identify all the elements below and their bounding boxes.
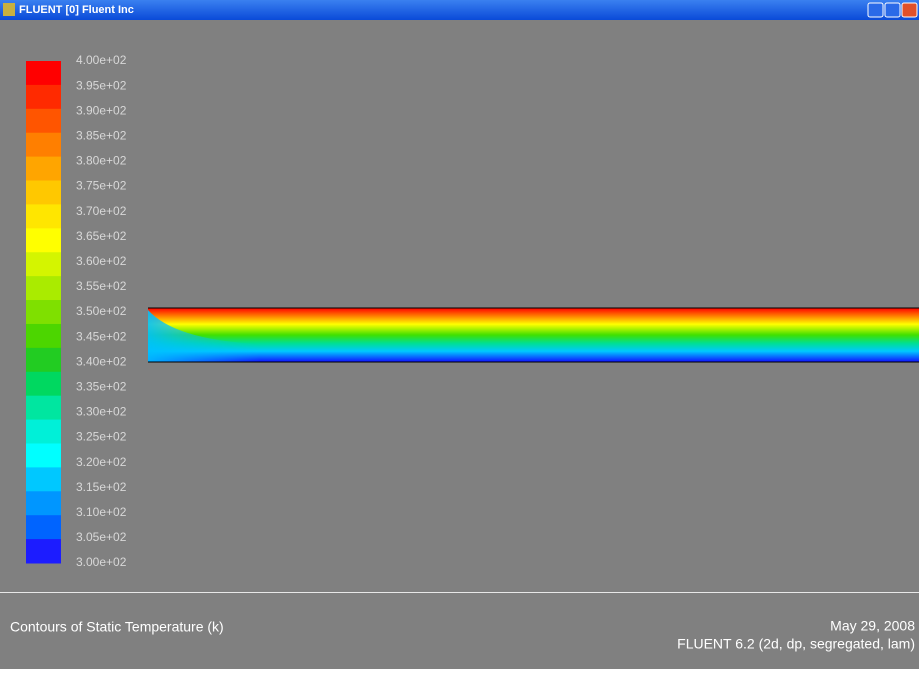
caption: Contours of Static Temperature (k) [10, 619, 224, 635]
colorbar-label: 3.00e+02 [76, 555, 127, 569]
colorbar-label: 3.15e+02 [76, 480, 127, 494]
colorbar-label: 3.85e+02 [76, 128, 127, 142]
colorbar-swatch [26, 61, 61, 85]
colorbar-swatch [26, 204, 61, 228]
colorbar-swatch [26, 515, 61, 539]
colorbar-swatch [26, 109, 61, 133]
colorbar-label: 3.40e+02 [76, 354, 127, 368]
window-title: FLUENT [0] Fluent Inc [19, 4, 134, 16]
colorbar: 4.00e+02 3.95e+02 3.90e+02 3.85e+02 3.80e+02… [26, 53, 127, 569]
colorbar-label: 3.60e+02 [76, 254, 127, 268]
window: FLUENT [0] Fluent Inc 4.00e+02 3.95e+02 3.… [0, 0, 919, 669]
colorbar-label: 3.55e+02 [76, 279, 127, 293]
colorbar-swatch [26, 133, 61, 157]
colorbar-label: 4.00e+02 [76, 53, 127, 67]
pipe-contour [148, 308, 919, 362]
colorbar-swatch [26, 85, 61, 109]
colorbar-label: 3.25e+02 [76, 430, 127, 444]
colorbar-swatch [26, 181, 61, 205]
colorbar-swatch [26, 420, 61, 444]
colorbar-swatch [26, 300, 61, 324]
colorbar-label: 3.10e+02 [76, 505, 127, 519]
close-button[interactable] [902, 3, 917, 17]
colorbar-swatch [26, 372, 61, 396]
version: FLUENT 6.2 (2d, dp, segregated, lam) [677, 636, 915, 652]
colorbar-label: 3.75e+02 [76, 179, 127, 193]
colorbar-label: 3.30e+02 [76, 405, 127, 419]
colorbar-label: 3.65e+02 [76, 229, 127, 243]
colorbar-swatch [26, 276, 61, 300]
contour-domain [148, 308, 919, 362]
colorbar-swatch [26, 348, 61, 372]
colorbar-label: 3.95e+02 [76, 78, 127, 92]
app-icon [3, 3, 15, 16]
colorbar-swatch [26, 467, 61, 491]
colorbar-swatch [26, 396, 61, 420]
maximize-button[interactable] [885, 3, 900, 17]
colorbar-label: 3.20e+02 [76, 455, 127, 469]
minimize-button[interactable] [868, 3, 883, 17]
colorbar-swatch [26, 324, 61, 348]
colorbar-swatch [26, 157, 61, 181]
colorbar-label: 3.50e+02 [76, 304, 127, 318]
date: May 29, 2008 [830, 618, 915, 634]
colorbar-label: 3.70e+02 [76, 204, 127, 218]
page: FLUENT [0] Fluent Inc 4.00e+02 3.95e+02 3.… [0, 0, 919, 669]
colorbar-swatch [26, 252, 61, 276]
colorbar-label: 3.05e+02 [76, 530, 127, 544]
colorbar-label: 3.45e+02 [76, 329, 127, 343]
colorbar-swatch [26, 443, 61, 467]
colorbar-swatch [26, 228, 61, 252]
colorbar-label: 3.35e+02 [76, 379, 127, 393]
colorbar-label: 3.80e+02 [76, 154, 127, 168]
title-bar [0, 0, 919, 20]
colorbar-label: 3.90e+02 [76, 103, 127, 117]
colorbar-swatch [26, 491, 61, 515]
colorbar-swatch [26, 539, 61, 563]
